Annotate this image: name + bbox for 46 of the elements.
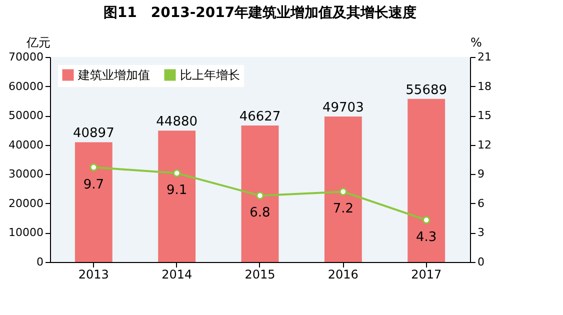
- x-tick-label: 2017: [411, 268, 442, 282]
- y-axis-title: 亿元: [26, 36, 50, 50]
- bar: [74, 142, 112, 262]
- x-tick-label: 2013: [78, 268, 109, 282]
- y-tick-label: 60000: [8, 80, 44, 93]
- y-tick-label: 70000: [8, 50, 44, 64]
- data-label: 6.8: [250, 206, 270, 221]
- y2-tick-label: 18: [478, 80, 492, 93]
- bar: [241, 125, 279, 262]
- y-tick-label: 20000: [8, 196, 44, 210]
- bar: [158, 130, 196, 262]
- data-label: 55689: [406, 82, 448, 98]
- y-tick-label: 30000: [8, 168, 44, 181]
- y-tick-label: 10000: [8, 226, 44, 240]
- point: [339, 188, 348, 196]
- y2-tick-label: 9: [478, 168, 484, 181]
- y2-tick-label: 0: [478, 256, 484, 268]
- legend-label: 比上年增长: [180, 68, 240, 82]
- data-label: 9.7: [83, 177, 104, 192]
- data-label: 49703: [322, 100, 364, 116]
- data-label: 46627: [239, 109, 281, 124]
- y-tick-label: 50000: [8, 109, 44, 122]
- y2-axis-title: %: [470, 36, 482, 50]
- x-tick-label: 2015: [244, 268, 276, 282]
- y-tick-label: 0: [36, 256, 44, 268]
- x-tick-label: 2016: [328, 268, 358, 282]
- point: [90, 163, 98, 172]
- point: [422, 216, 430, 224]
- data-label: 40897: [72, 126, 114, 142]
- data-label: 44880: [156, 114, 198, 130]
- point: [256, 192, 264, 200]
- bar: [324, 116, 362, 262]
- y2-tick-label: 21: [478, 50, 492, 64]
- data-label: 9.1: [166, 183, 188, 198]
- data-label: 4.3: [416, 230, 437, 246]
- y2-tick-label: 3: [478, 226, 484, 240]
- x-tick-label: 2014: [162, 268, 192, 282]
- chart-title: 图11 2013-2017年建筑业增加值及其增长速度: [103, 4, 417, 21]
- y2-tick-label: 6: [478, 196, 484, 210]
- bar: [408, 98, 446, 262]
- y-tick-label: 40000: [8, 138, 44, 152]
- legend-label: 建筑业增加值: [77, 68, 150, 82]
- data-label: 7.2: [332, 202, 354, 217]
- y2-tick-label: 12: [478, 138, 492, 152]
- y2-tick-label: 15: [478, 109, 492, 122]
- point: [172, 169, 181, 178]
